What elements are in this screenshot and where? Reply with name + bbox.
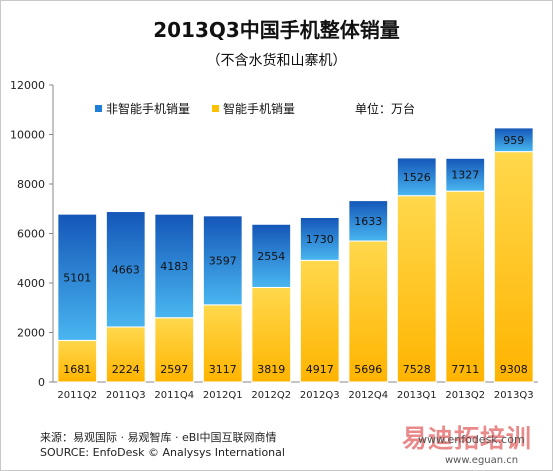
- data-label-smartphone: 3819: [257, 363, 285, 376]
- watermark-url-2: www.eguan.cn: [445, 455, 519, 466]
- bar-smartphone: [154, 317, 195, 383]
- bar-smartphone: [57, 339, 98, 383]
- data-label-smartphone: 3117: [209, 363, 237, 376]
- watermark-text: 易迪拓培训: [402, 424, 533, 453]
- bar-feature-phone: [251, 223, 292, 288]
- bar-smartphone: [202, 304, 243, 383]
- data-labels: 1681 5101 2224 4663 2597 4183 3117 3597 3819 2554…: [63, 134, 528, 376]
- bar-smartphone: [105, 326, 146, 383]
- x-tick-label: 2011Q3: [106, 390, 146, 401]
- bars: [57, 127, 534, 383]
- bar-feature-phone: [202, 215, 243, 306]
- y-tick-label: 2000: [17, 327, 45, 340]
- x-tick-label: 2011Q4: [154, 390, 194, 401]
- data-label-feature-phone: 1526: [403, 171, 431, 184]
- source-cn: 来源：易观国际 · 易观智库 · eBI中国互联网商情: [40, 431, 277, 444]
- bar-feature-phone: [493, 127, 534, 153]
- data-label-smartphone: 4917: [306, 363, 334, 376]
- bar-smartphone: [348, 240, 389, 383]
- source-en: SOURCE: EnfoDesk © Analysys Internationa…: [40, 446, 285, 459]
- data-label-feature-phone: 4183: [160, 260, 188, 273]
- bar-feature-phone: [299, 216, 340, 261]
- data-label-feature-phone: 3597: [209, 254, 237, 267]
- bar-smartphone: [445, 190, 486, 383]
- data-label-smartphone: 2597: [160, 363, 188, 376]
- data-label-smartphone: 9308: [500, 363, 528, 376]
- bar-feature-phone: [57, 213, 98, 341]
- data-label-feature-phone: 959: [503, 134, 524, 147]
- data-label-feature-phone: 5101: [63, 271, 91, 284]
- x-tick-label: 2013Q3: [494, 390, 534, 401]
- data-label-smartphone: 1681: [63, 363, 91, 376]
- y-tick-label: 10000: [10, 129, 45, 142]
- x-tick-label: 2012Q3: [300, 390, 340, 401]
- bar-feature-phone: [396, 157, 437, 197]
- bar-feature-phone: [105, 211, 146, 328]
- legend: 非智能手机销量 智能手机销量 单位：万台: [95, 101, 415, 116]
- legend-label: 非智能手机销量: [106, 101, 190, 116]
- unit-label: 单位：万台: [355, 101, 415, 116]
- data-label-smartphone: 5696: [354, 363, 382, 376]
- y-tick-label: 8000: [17, 178, 45, 191]
- y-tick-label: 6000: [17, 228, 45, 241]
- watermark-url-1: www.enfodesk.com: [418, 433, 525, 446]
- y-tick-label: 12000: [10, 79, 45, 92]
- bar-smartphone: [396, 195, 437, 383]
- legend-swatch: [212, 105, 219, 112]
- bar-feature-phone: [348, 200, 389, 242]
- bar-feature-phone: [154, 213, 195, 319]
- y-tick-label: 4000: [17, 277, 45, 290]
- data-label-smartphone: 7528: [403, 363, 431, 376]
- x-tick-label: 2012Q2: [251, 390, 291, 401]
- x-tick-label: 2011Q2: [57, 390, 97, 401]
- y-tick-label: 0: [38, 376, 45, 389]
- bar-smartphone: [299, 259, 340, 383]
- bar-smartphone: [493, 151, 534, 383]
- data-label-feature-phone: 1633: [354, 215, 382, 228]
- x-tick-label: 2013Q1: [397, 390, 437, 401]
- data-label-feature-phone: 4663: [112, 263, 140, 276]
- legend-swatch: [95, 105, 102, 112]
- chart-title: 2013Q3中国手机整体销量: [153, 18, 400, 42]
- bar-feature-phone: [445, 157, 486, 192]
- chart-subtitle: （不含水货和山寨机）: [206, 53, 347, 69]
- x-tick-label: 2013Q2: [445, 390, 485, 401]
- x-tick-label: 2012Q1: [203, 390, 243, 401]
- data-label-feature-phone: 1327: [451, 169, 479, 182]
- data-label-feature-phone: 1730: [306, 233, 334, 246]
- x-tick-label: 2012Q4: [348, 390, 388, 401]
- legend-label: 智能手机销量: [223, 101, 295, 116]
- data-label-smartphone: 2224: [112, 363, 140, 376]
- data-label-smartphone: 7711: [451, 363, 479, 376]
- data-label-feature-phone: 2554: [257, 250, 285, 263]
